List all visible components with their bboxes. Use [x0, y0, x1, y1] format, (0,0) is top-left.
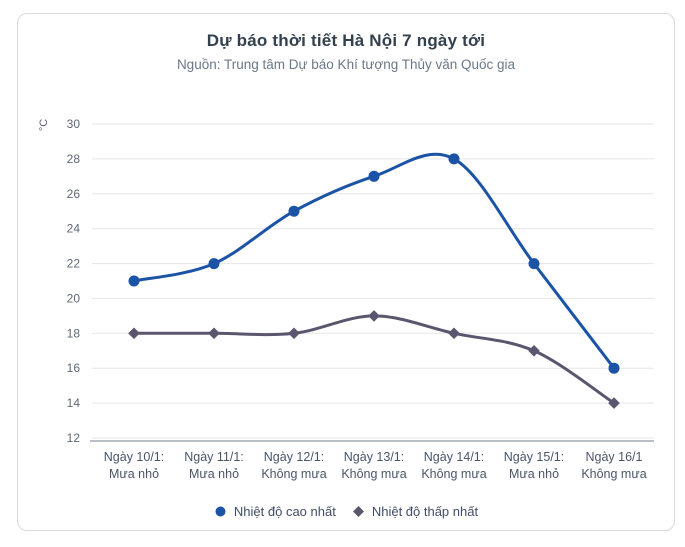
legend-diamond-icon — [352, 506, 364, 517]
data-point-s2-6[interactable] — [528, 345, 540, 357]
legend-label-2: Nhiệt độ thấp nhất — [371, 504, 479, 519]
y-tick-label-30: 30 — [67, 117, 81, 131]
legend-item-1[interactable]: Nhiệt độ cao nhất — [214, 504, 336, 519]
chart-legend: Nhiệt độ cao nhất Nhiệt độ thấp nhất — [18, 504, 674, 519]
data-point-s1-4[interactable] — [368, 170, 380, 182]
weather-forecast-card: Dự báo thời tiết Hà Nội 7 ngày tới Nguồn… — [17, 13, 675, 531]
series-line-1 — [132, 152, 616, 370]
data-point-s2-4[interactable] — [368, 310, 380, 322]
x-axis-label-5: Ngày 14/1: Không mưa — [421, 450, 486, 481]
data-point-s1-2[interactable] — [208, 258, 220, 270]
y-tick-label-16: 16 — [67, 361, 81, 375]
y-tick-label-20: 20 — [67, 291, 81, 305]
data-point-s2-3[interactable] — [288, 327, 300, 340]
x-axis-label-1: Ngày 10/1: Mưa nhỏ — [104, 450, 164, 481]
x-axis-label-2: Ngày 11/1: Mưa nhỏ — [184, 450, 244, 481]
x-axis-label-4: Ngày 13/1: Không mưa — [341, 450, 406, 481]
chart-svg: 30 28 26 24 22 20 18 16 14 12 °C Ngày 10/1: Mưa nhỏ N… — [38, 117, 654, 481]
y-tick-label-18: 18 — [67, 326, 81, 340]
chart-title: Dự báo thời tiết Hà Nội 7 ngày tới — [206, 31, 486, 50]
y-tick-label-24: 24 — [67, 222, 81, 236]
x-axis-label-3: Ngày 12/1: Không mưa — [261, 450, 326, 481]
data-point-s1-6[interactable] — [528, 258, 540, 270]
y-tick-label-26: 26 — [67, 187, 81, 201]
x-axis-label-6: Ngày 15/1: Mưa nhỏ — [504, 450, 564, 481]
series-line-2 — [132, 314, 616, 405]
data-point-s2-1[interactable] — [128, 327, 140, 340]
data-point-s1-7[interactable] — [608, 362, 620, 374]
data-point-s2-5[interactable] — [448, 327, 460, 340]
data-point-s1-3[interactable] — [288, 205, 300, 217]
y-tick-label-22: 22 — [67, 257, 81, 271]
x-axis-label-7: Ngày 16/1 Không mưa — [581, 450, 646, 481]
data-point-s1-1[interactable] — [128, 275, 140, 287]
legend-circle-icon — [215, 506, 226, 517]
y-tick-label-28: 28 — [67, 152, 81, 166]
legend-item-2[interactable]: Nhiệt độ thấp nhất — [352, 504, 478, 519]
data-point-s1-5[interactable] — [448, 153, 460, 165]
data-point-s2-7[interactable] — [608, 397, 620, 409]
y-axis-unit-label: °C — [38, 119, 50, 131]
y-tick-label-12: 12 — [67, 431, 81, 445]
chart-subtitle: Nguồn: Trung tâm Dự báo Khí tượng Thủy v… — [176, 57, 516, 72]
data-point-s2-2[interactable] — [208, 327, 220, 340]
y-tick-label-14: 14 — [67, 396, 81, 410]
legend-label-1: Nhiệt độ cao nhất — [233, 504, 336, 519]
